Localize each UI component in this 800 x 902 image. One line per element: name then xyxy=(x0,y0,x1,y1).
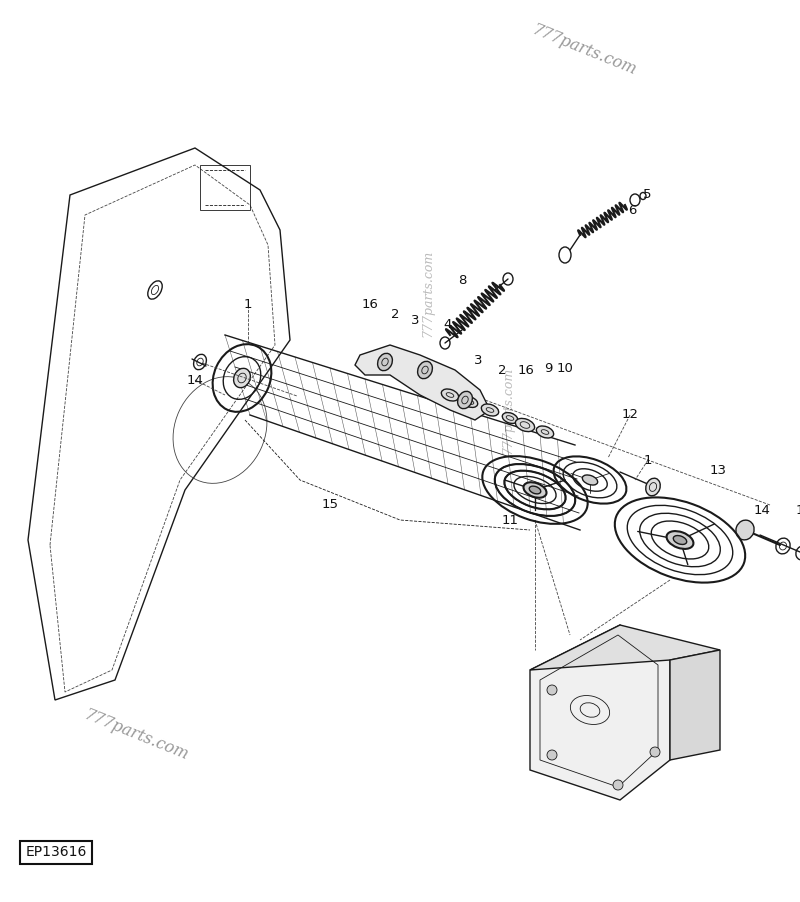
Text: 15: 15 xyxy=(322,499,338,511)
Ellipse shape xyxy=(418,362,432,379)
Text: 3: 3 xyxy=(410,314,419,327)
Ellipse shape xyxy=(530,486,541,494)
Ellipse shape xyxy=(666,531,694,549)
Ellipse shape xyxy=(442,389,458,401)
Text: 16: 16 xyxy=(362,299,378,311)
Ellipse shape xyxy=(674,536,686,545)
Ellipse shape xyxy=(502,412,518,423)
Polygon shape xyxy=(530,625,670,800)
Text: 16: 16 xyxy=(518,364,534,376)
Text: 777parts.com: 777parts.com xyxy=(530,21,638,78)
Text: 6: 6 xyxy=(628,204,636,216)
Text: 2: 2 xyxy=(498,364,506,376)
Text: 11: 11 xyxy=(502,513,518,527)
Text: EP13616: EP13616 xyxy=(26,845,86,860)
Ellipse shape xyxy=(523,483,546,498)
Text: 1: 1 xyxy=(644,454,652,466)
Polygon shape xyxy=(530,625,720,670)
Ellipse shape xyxy=(582,475,598,485)
Text: 1: 1 xyxy=(244,299,252,311)
Text: 1: 1 xyxy=(796,503,800,517)
Text: 8: 8 xyxy=(458,273,466,287)
Text: 4: 4 xyxy=(444,318,452,332)
Text: 5: 5 xyxy=(642,189,651,201)
Text: 14: 14 xyxy=(754,503,770,517)
Text: 777parts.com: 777parts.com xyxy=(422,250,434,336)
Text: 777parts.com: 777parts.com xyxy=(82,706,190,764)
Text: 10: 10 xyxy=(557,362,574,374)
Ellipse shape xyxy=(462,397,478,408)
Text: 2: 2 xyxy=(390,308,399,321)
Text: 3: 3 xyxy=(474,354,482,366)
Polygon shape xyxy=(670,650,720,760)
Polygon shape xyxy=(355,345,490,420)
Ellipse shape xyxy=(736,520,754,540)
Text: 14: 14 xyxy=(186,373,203,386)
Circle shape xyxy=(650,747,660,757)
Text: 9: 9 xyxy=(544,362,552,374)
Circle shape xyxy=(547,750,557,760)
Text: 13: 13 xyxy=(710,464,726,476)
Text: 777parts.com: 777parts.com xyxy=(502,367,514,454)
Ellipse shape xyxy=(458,391,472,409)
Circle shape xyxy=(613,780,623,790)
Text: 12: 12 xyxy=(622,409,638,421)
Ellipse shape xyxy=(515,419,534,431)
Ellipse shape xyxy=(234,368,250,388)
Circle shape xyxy=(547,685,557,695)
Ellipse shape xyxy=(482,404,498,416)
Ellipse shape xyxy=(378,354,392,371)
Ellipse shape xyxy=(646,478,660,496)
Ellipse shape xyxy=(536,426,554,438)
